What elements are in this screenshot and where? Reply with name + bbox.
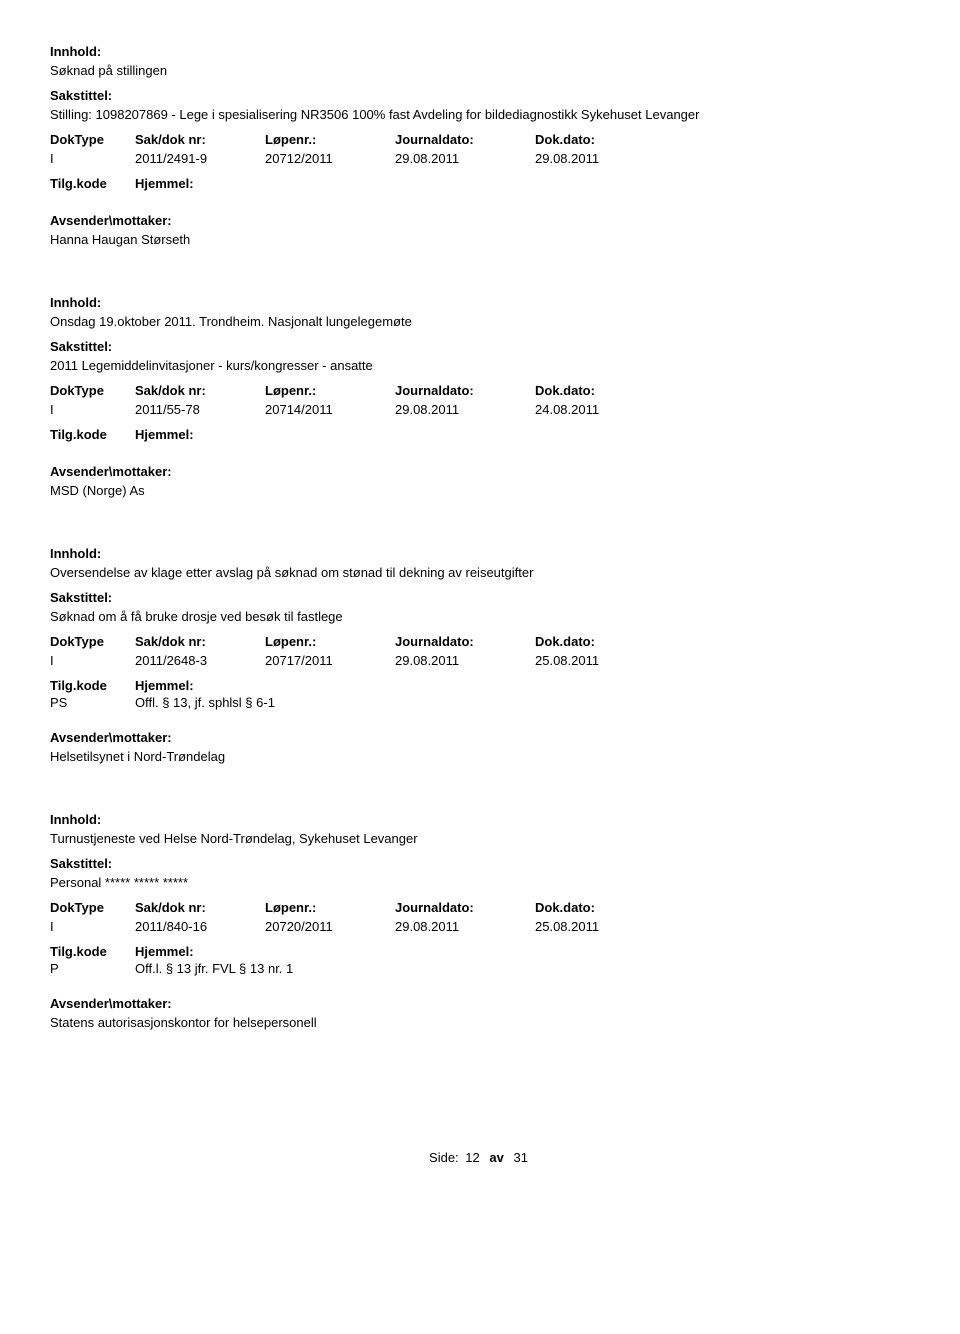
dokdato-header: Dok.dato: <box>535 132 665 147</box>
sakstittel-label: Sakstittel: <box>50 856 910 871</box>
lopenr-value: 20712/2011 <box>265 151 395 166</box>
innhold-value: Søknad på stillingen <box>50 63 910 78</box>
sakdok-value: 2011/840-16 <box>135 919 265 934</box>
innhold-value: Onsdag 19.oktober 2011. Trondheim. Nasjo… <box>50 314 910 329</box>
lopenr-value: 20714/2011 <box>265 402 395 417</box>
table-row: I 2011/55-78 20714/2011 29.08.2011 24.08… <box>50 402 910 417</box>
journal-entry: Innhold: Søknad på stillingen Sakstittel… <box>50 44 910 247</box>
journal-entry: Innhold: Turnustjeneste ved Helse Nord-T… <box>50 812 910 1030</box>
sakdok-header: Sak/dok nr: <box>135 634 265 649</box>
journaldato-value: 29.08.2011 <box>395 151 535 166</box>
sakstittel-value: 2011 Legemiddelinvitasjoner - kurs/kongr… <box>50 358 910 373</box>
hjemmel-row: PS Offl. § 13, jf. sphlsl § 6-1 <box>50 695 910 710</box>
hjemmel-label: Hjemmel: <box>135 176 194 191</box>
hjemmel-label: Hjemmel: <box>135 427 194 442</box>
avsender-value: MSD (Norge) As <box>50 483 910 498</box>
dokdato-header: Dok.dato: <box>535 900 665 915</box>
journal-entry: Innhold: Oversendelse av klage etter avs… <box>50 546 910 764</box>
journaldato-header: Journaldato: <box>395 383 535 398</box>
lopenr-value: 20717/2011 <box>265 653 395 668</box>
sakstittel-label: Sakstittel: <box>50 339 910 354</box>
table-header: DokType Sak/dok nr: Løpenr.: Journaldato… <box>50 634 910 649</box>
dokdato-value: 24.08.2011 <box>535 402 665 417</box>
footer-total: 31 <box>513 1150 527 1165</box>
tilg-row: Tilg.kode Hjemmel: <box>50 678 910 693</box>
footer-av: av <box>489 1150 503 1165</box>
tilgkode-label: Tilg.kode <box>50 176 135 191</box>
sakdok-header: Sak/dok nr: <box>135 132 265 147</box>
tilgkode-value: PS <box>50 695 135 710</box>
table-header: DokType Sak/dok nr: Løpenr.: Journaldato… <box>50 900 910 915</box>
innhold-label: Innhold: <box>50 546 910 561</box>
journaldato-value: 29.08.2011 <box>395 402 535 417</box>
journaldato-header: Journaldato: <box>395 132 535 147</box>
hjemmel-label: Hjemmel: <box>135 944 194 959</box>
dokdato-value: 29.08.2011 <box>535 151 665 166</box>
journaldato-header: Journaldato: <box>395 900 535 915</box>
journaldato-value: 29.08.2011 <box>395 653 535 668</box>
dokdato-header: Dok.dato: <box>535 634 665 649</box>
avsender-label: Avsender\mottaker: <box>50 996 910 1011</box>
table-header: DokType Sak/dok nr: Løpenr.: Journaldato… <box>50 383 910 398</box>
innhold-value: Turnustjeneste ved Helse Nord-Trøndelag,… <box>50 831 910 846</box>
table-row: I 2011/840-16 20720/2011 29.08.2011 25.0… <box>50 919 910 934</box>
sakdok-header: Sak/dok nr: <box>135 383 265 398</box>
tilgkode-label: Tilg.kode <box>50 944 135 959</box>
doktype-header: DokType <box>50 900 135 915</box>
doktype-value: I <box>50 402 135 417</box>
avsender-value: Statens autorisasjonskontor for helseper… <box>50 1015 910 1030</box>
innhold-label: Innhold: <box>50 812 910 827</box>
lopenr-header: Løpenr.: <box>265 132 395 147</box>
page-footer: Side: 12 av 31 <box>50 1150 910 1165</box>
doktype-value: I <box>50 919 135 934</box>
journaldato-value: 29.08.2011 <box>395 919 535 934</box>
tilgkode-value: P <box>50 961 135 976</box>
table-header: DokType Sak/dok nr: Løpenr.: Journaldato… <box>50 132 910 147</box>
footer-page: 12 <box>465 1150 479 1165</box>
lopenr-header: Løpenr.: <box>265 634 395 649</box>
innhold-label: Innhold: <box>50 44 910 59</box>
table-row: I 2011/2648-3 20717/2011 29.08.2011 25.0… <box>50 653 910 668</box>
sakstittel-label: Sakstittel: <box>50 590 910 605</box>
tilg-row: Tilg.kode Hjemmel: <box>50 176 910 191</box>
sakdok-header: Sak/dok nr: <box>135 900 265 915</box>
dokdato-value: 25.08.2011 <box>535 919 665 934</box>
tilg-row: Tilg.kode Hjemmel: <box>50 427 910 442</box>
journal-entry: Innhold: Onsdag 19.oktober 2011. Trondhe… <box>50 295 910 498</box>
tilgkode-label: Tilg.kode <box>50 427 135 442</box>
doktype-value: I <box>50 653 135 668</box>
doktype-header: DokType <box>50 383 135 398</box>
journaldato-header: Journaldato: <box>395 634 535 649</box>
avsender-value: Hanna Haugan Størseth <box>50 232 910 247</box>
innhold-value: Oversendelse av klage etter avslag på sø… <box>50 565 910 580</box>
hjemmel-label: Hjemmel: <box>135 678 194 693</box>
tilg-row: Tilg.kode Hjemmel: <box>50 944 910 959</box>
sakstittel-label: Sakstittel: <box>50 88 910 103</box>
avsender-label: Avsender\mottaker: <box>50 464 910 479</box>
sakstittel-value: Søknad om å få bruke drosje ved besøk ti… <box>50 609 910 624</box>
tilgkode-label: Tilg.kode <box>50 678 135 693</box>
sakdok-value: 2011/2491-9 <box>135 151 265 166</box>
sakstittel-value: Personal ***** ***** ***** <box>50 875 910 890</box>
avsender-label: Avsender\mottaker: <box>50 730 910 745</box>
lopenr-header: Løpenr.: <box>265 900 395 915</box>
lopenr-value: 20720/2011 <box>265 919 395 934</box>
avsender-label: Avsender\mottaker: <box>50 213 910 228</box>
table-row: I 2011/2491-9 20712/2011 29.08.2011 29.0… <box>50 151 910 166</box>
lopenr-header: Løpenr.: <box>265 383 395 398</box>
sakdok-value: 2011/55-78 <box>135 402 265 417</box>
hjemmel-value: Off.l. § 13 jfr. FVL § 13 nr. 1 <box>135 961 293 976</box>
doktype-value: I <box>50 151 135 166</box>
sakstittel-value: Stilling: 1098207869 - Lege i spesialise… <box>50 107 910 122</box>
avsender-value: Helsetilsynet i Nord-Trøndelag <box>50 749 910 764</box>
hjemmel-row: P Off.l. § 13 jfr. FVL § 13 nr. 1 <box>50 961 910 976</box>
sakdok-value: 2011/2648-3 <box>135 653 265 668</box>
doktype-header: DokType <box>50 132 135 147</box>
hjemmel-value: Offl. § 13, jf. sphlsl § 6-1 <box>135 695 275 710</box>
innhold-label: Innhold: <box>50 295 910 310</box>
footer-label: Side: <box>429 1150 459 1165</box>
dokdato-value: 25.08.2011 <box>535 653 665 668</box>
dokdato-header: Dok.dato: <box>535 383 665 398</box>
doktype-header: DokType <box>50 634 135 649</box>
